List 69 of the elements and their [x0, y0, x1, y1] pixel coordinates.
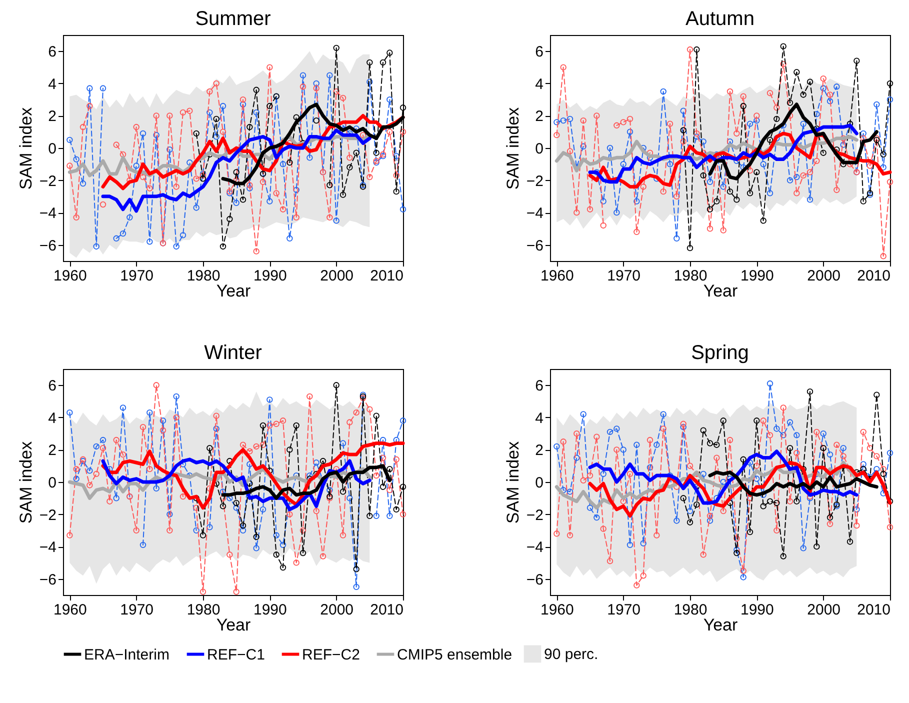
- y-tick-label: 6: [48, 378, 56, 395]
- chart-title: Summer: [195, 8, 272, 30]
- y-tick-label: −6: [39, 571, 56, 588]
- x-tick-label: 1960: [53, 602, 87, 618]
- x-tick-label: 1990: [740, 268, 774, 284]
- y-tick-label: 6: [535, 378, 544, 395]
- y-axis-title: SAM index: [16, 440, 36, 524]
- y-tick-label: −4: [39, 539, 56, 556]
- x-tick-label: 1970: [607, 602, 641, 618]
- y-tick-label: 0: [48, 140, 56, 158]
- y-tick-label: 4: [535, 76, 544, 93]
- x-tick-label: 1980: [186, 602, 220, 618]
- x-tick-label: 1970: [607, 268, 641, 284]
- y-tick-label: −2: [526, 506, 544, 524]
- chart-title: Winter: [204, 342, 262, 364]
- x-tick-label: 2010: [370, 268, 404, 284]
- y-tick-label: 2: [48, 442, 56, 460]
- x-tick-label: 1990: [740, 602, 774, 618]
- y-tick-label: 6: [535, 44, 544, 61]
- y-tick-label: −6: [526, 237, 544, 254]
- chart-title: Spring: [691, 342, 749, 364]
- y-tick-label: −4: [39, 205, 56, 222]
- y-tick-label: 2: [535, 442, 544, 460]
- y-tick-label: 6: [48, 44, 56, 61]
- x-tick-label: 2000: [320, 268, 354, 284]
- y-axis-title: SAM index: [503, 440, 522, 524]
- x-tick-label: 1980: [186, 268, 220, 284]
- x-axis-title: Year: [216, 282, 252, 300]
- y-tick-label: −4: [526, 205, 544, 222]
- legend-label: REF−C1: [207, 646, 265, 664]
- y-tick-label: −2: [526, 172, 544, 190]
- x-tick-label: 1990: [253, 268, 287, 284]
- y-tick-label: −2: [39, 172, 56, 190]
- y-axis-title: SAM index: [16, 106, 36, 190]
- y-tick-label: 0: [48, 474, 56, 492]
- x-tick-label: 1960: [540, 602, 574, 618]
- x-axis-title: Year: [216, 616, 252, 634]
- x-axis-title: Year: [703, 282, 738, 300]
- y-tick-label: 4: [535, 410, 544, 427]
- y-tick-label: −4: [526, 539, 544, 556]
- x-tick-label: 1980: [674, 602, 708, 618]
- x-tick-label: 2000: [807, 268, 841, 284]
- legend-label: REF−C2: [302, 646, 360, 664]
- y-tick-label: 0: [535, 140, 544, 158]
- x-tick-label: 1990: [253, 602, 287, 618]
- y-axis-title: SAM index: [503, 106, 522, 190]
- x-tick-label: 1980: [674, 268, 708, 284]
- y-tick-label: 2: [48, 108, 56, 126]
- x-axis-title: Year: [703, 616, 738, 634]
- y-tick-label: 2: [535, 108, 544, 126]
- x-tick-label: 2010: [857, 268, 890, 284]
- x-tick-label: 2010: [857, 602, 890, 618]
- y-tick-label: −6: [526, 571, 544, 588]
- x-tick-label: 2010: [370, 602, 404, 618]
- x-tick-label: 2000: [807, 602, 841, 618]
- y-tick-label: −6: [39, 237, 56, 254]
- x-tick-label: 1970: [120, 602, 154, 618]
- legend-label: ERA−Interim: [84, 646, 170, 664]
- x-tick-label: 1960: [540, 268, 574, 284]
- x-tick-label: 1960: [53, 268, 87, 284]
- x-tick-label: 1970: [120, 268, 154, 284]
- y-tick-label: 0: [535, 474, 544, 492]
- y-tick-label: 4: [48, 410, 56, 427]
- x-tick-label: 2000: [320, 602, 354, 618]
- y-tick-label: 4: [48, 76, 56, 93]
- chart-title: Autumn: [686, 8, 754, 30]
- legend-label: CMIP5 ensemble: [397, 646, 512, 664]
- text: 90 perc.: [544, 646, 598, 663]
- y-tick-label: −2: [39, 506, 56, 524]
